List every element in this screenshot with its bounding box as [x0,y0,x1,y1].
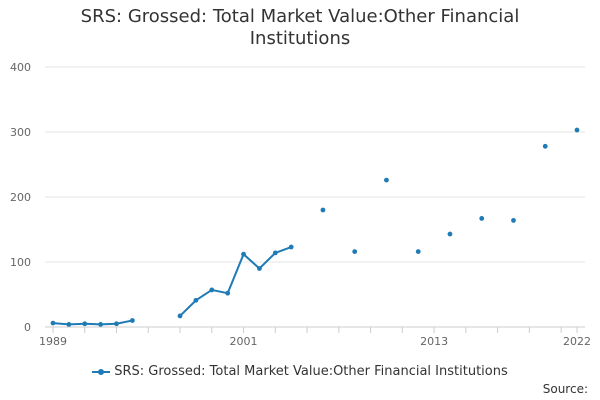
data-point [257,266,262,271]
data-point [177,313,183,319]
y-tick-label: 0 [24,321,31,334]
data-point [288,244,294,250]
x-tick-label: 2022 [563,335,591,348]
x-tick-label: 2001 [230,335,258,348]
data-point [320,207,326,213]
data-point [241,251,246,257]
chart-title-line-2: Institutions [249,28,351,49]
y-tick-label: 400 [10,61,31,74]
data-point [114,321,119,327]
data-point [352,249,358,255]
data-point [511,218,516,223]
y-tick-label: 100 [10,256,31,269]
y-tick-label: 200 [10,191,31,204]
data-point [193,297,199,303]
legend[interactable]: SRS: Grossed: Total Market Value:Other F… [0,364,600,379]
x-tick-label: 1989 [39,335,67,348]
y-tick-label: 300 [10,126,31,139]
source-label: Source: [542,382,588,396]
data-point [225,290,231,296]
data-point [50,320,56,326]
data-point [209,287,215,293]
data-point [384,177,389,183]
data-point [479,216,485,221]
data-point [129,318,135,323]
legend-series-label: SRS: Grossed: Total Market Value:Other F… [114,364,508,379]
data-point [82,321,88,327]
data-point [272,250,278,256]
chart-title: SRS: Grossed: Total Market Value:Other F… [0,6,600,50]
data-point [574,127,580,133]
series-line [179,246,292,317]
series-line [52,319,133,326]
data-point [542,143,548,149]
data-point [447,231,453,237]
legend-series-marker [92,368,111,375]
data-point [98,322,104,327]
data-point [66,322,72,327]
x-tick-label: 2013 [420,335,448,348]
data-point [415,249,421,255]
chart-title-line-1: SRS: Grossed: Total Market Value:Other F… [80,6,520,27]
